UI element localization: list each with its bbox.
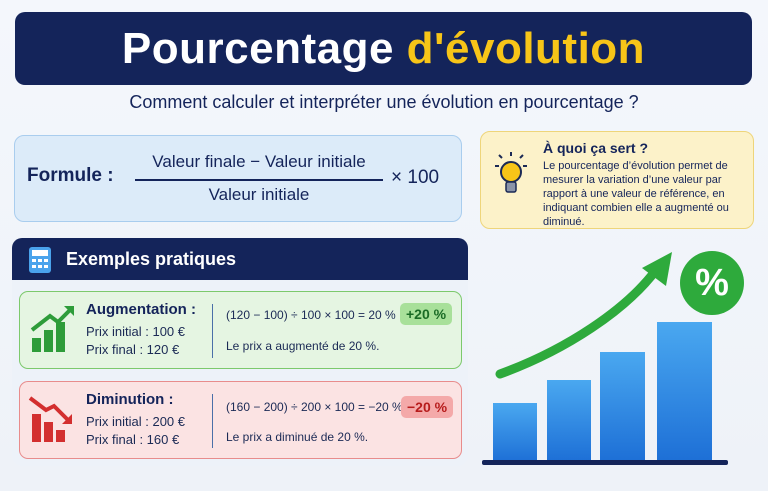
increase-icon xyxy=(30,306,74,352)
calculation: (120 − 100) ÷ 100 × 100 = 20 % xyxy=(226,308,396,322)
result-badge: +20 % xyxy=(400,303,453,325)
final-price: Prix final : 160 € xyxy=(86,432,180,447)
title-highlight: d'évolution xyxy=(406,24,646,73)
final-price: Prix final : 120 € xyxy=(86,342,180,357)
title-banner: Pourcentage d'évolution xyxy=(15,12,752,85)
example-title: Diminution : xyxy=(86,391,174,408)
calculator-icon xyxy=(29,247,51,273)
example-title: Augmentation : xyxy=(86,301,196,318)
example-card: Augmentation : Prix initial : 100 € Prix… xyxy=(19,291,462,369)
result-badge: −20 % xyxy=(401,396,454,418)
bar xyxy=(493,403,537,462)
divider xyxy=(212,394,213,448)
numerator: Valeur finale − Valeur initiale xyxy=(152,152,366,171)
denominator: Valeur initiale xyxy=(208,185,310,204)
percent-symbol: % xyxy=(695,262,729,304)
trend-arrow xyxy=(495,265,661,379)
info-box: À quoi ça sert ? Le pourcentage d’évolut… xyxy=(480,131,754,229)
growth-illustration: % xyxy=(482,251,744,465)
fraction-line xyxy=(135,179,383,181)
examples-header: Exemples pratiques xyxy=(12,238,468,280)
info-text: Le pourcentage d’évolution permet de mes… xyxy=(543,160,729,228)
formula-label: Formule : xyxy=(27,165,114,186)
example-card: Diminution : Prix initial : 200 € Prix f… xyxy=(19,381,462,459)
title: Pourcentage xyxy=(121,24,394,73)
bar xyxy=(657,322,712,462)
divider xyxy=(212,304,213,358)
lightbulb-icon xyxy=(495,152,527,193)
info-title: À quoi ça sert ? xyxy=(543,140,649,156)
examples-title: Exemples pratiques xyxy=(66,249,237,269)
bar xyxy=(547,380,591,462)
subtitle: Comment calculer et interpréter une évol… xyxy=(129,92,639,112)
initial-price: Prix initial : 200 € xyxy=(86,414,185,429)
baseline xyxy=(482,460,728,465)
decrease-icon xyxy=(28,396,72,442)
multiplier: × 100 xyxy=(391,167,440,188)
percent-circle xyxy=(680,251,744,315)
formula-box: Formule : Valeur finale − Valeur initial… xyxy=(14,135,462,222)
conclusion: Le prix a diminué de 20 %. xyxy=(226,430,369,444)
calculation: (160 − 200) ÷ 200 × 100 = −20 % xyxy=(226,400,403,414)
conclusion: Le prix a augmenté de 20 %. xyxy=(226,339,380,353)
bar xyxy=(600,352,645,462)
initial-price: Prix initial : 100 € xyxy=(86,324,185,339)
arrow-head xyxy=(642,252,672,286)
